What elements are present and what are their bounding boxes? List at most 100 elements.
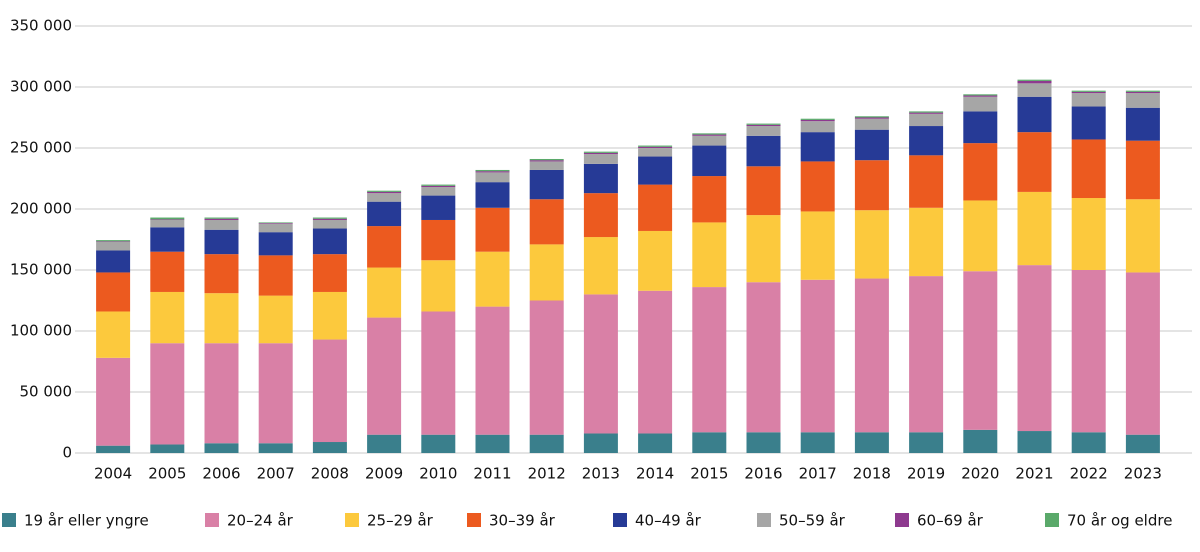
bar-segment bbox=[692, 287, 727, 433]
bar-segment bbox=[1017, 191, 1052, 266]
bar-segment bbox=[96, 250, 131, 273]
bar-segment bbox=[421, 195, 456, 220]
bar-segment bbox=[258, 222, 293, 224]
bar-segment bbox=[475, 207, 510, 252]
bar-segment bbox=[204, 254, 239, 294]
bar-segment bbox=[367, 317, 402, 435]
bar-segment bbox=[746, 123, 781, 125]
bar-segment bbox=[1125, 93, 1160, 108]
bar-segment bbox=[583, 237, 618, 295]
bar-segment bbox=[963, 111, 998, 144]
bar-segment bbox=[367, 226, 402, 268]
bar-segment bbox=[746, 135, 781, 167]
bar-segment bbox=[1125, 140, 1160, 200]
y-tick-label: 150 000 bbox=[10, 261, 72, 279]
bar-segment bbox=[854, 118, 889, 130]
bar-segment bbox=[692, 135, 727, 146]
bar-segment bbox=[746, 126, 781, 136]
bar-segment bbox=[692, 134, 727, 136]
bar-segment bbox=[204, 218, 239, 220]
bar-segment bbox=[204, 219, 239, 230]
bar-segment bbox=[854, 116, 889, 118]
bar-segment bbox=[638, 148, 673, 157]
bar-segment bbox=[258, 223, 293, 233]
bar-segment bbox=[854, 117, 889, 119]
bar-segment bbox=[692, 176, 727, 223]
bar-segment bbox=[800, 132, 835, 162]
bar-segment bbox=[800, 211, 835, 280]
x-tick-label: 2016 bbox=[744, 465, 782, 483]
y-tick-label: 350 000 bbox=[10, 17, 72, 35]
bar-segment bbox=[475, 434, 510, 453]
bar-segment bbox=[1125, 199, 1160, 273]
y-tick-label: 300 000 bbox=[10, 78, 72, 96]
bar-segment bbox=[150, 219, 185, 228]
bar-segment bbox=[96, 241, 131, 251]
x-tick-label: 2014 bbox=[636, 465, 674, 483]
bar-segment bbox=[1017, 132, 1052, 192]
bar-segment bbox=[96, 241, 131, 242]
bar-segment bbox=[638, 145, 673, 147]
bar-segment bbox=[583, 294, 618, 434]
bar-segment bbox=[854, 432, 889, 453]
bar-segment bbox=[96, 445, 131, 453]
bar-segment bbox=[475, 169, 510, 172]
bar-segment bbox=[367, 193, 402, 202]
bar-segment bbox=[312, 254, 347, 292]
bar-segment bbox=[909, 155, 944, 208]
legend-label: 25–29 år bbox=[367, 512, 434, 530]
x-tick-label: 2018 bbox=[853, 465, 891, 483]
legend-label: 70 år og eldre bbox=[1067, 512, 1172, 530]
bar-segment bbox=[150, 219, 185, 220]
bar-segment bbox=[583, 154, 618, 164]
bar-segment bbox=[150, 343, 185, 445]
bar-segment bbox=[312, 442, 347, 453]
bar-segment bbox=[475, 182, 510, 208]
x-tick-label: 2010 bbox=[419, 465, 457, 483]
bar-segment bbox=[638, 156, 673, 185]
bar-segment bbox=[421, 184, 456, 186]
bar-segment bbox=[150, 227, 185, 252]
legend-swatch bbox=[467, 513, 481, 527]
bar-segment bbox=[312, 217, 347, 219]
x-tick-label: 2011 bbox=[473, 465, 511, 483]
bar-segment bbox=[1071, 198, 1106, 270]
bar-segment bbox=[258, 295, 293, 344]
legend-swatch bbox=[1045, 513, 1059, 527]
x-tick-label: 2006 bbox=[202, 465, 240, 483]
bar-segment bbox=[475, 306, 510, 435]
x-tick-label: 2012 bbox=[528, 465, 566, 483]
bar-segment bbox=[204, 443, 239, 453]
bar-segment bbox=[1017, 96, 1052, 133]
x-tick-label: 2022 bbox=[1070, 465, 1108, 483]
bar-segment bbox=[258, 255, 293, 296]
bar-segment bbox=[150, 251, 185, 292]
bar-segment bbox=[800, 118, 835, 120]
bar-segment bbox=[529, 160, 564, 162]
bar-segment bbox=[367, 267, 402, 318]
bar-segment bbox=[746, 166, 781, 216]
x-tick-label: 2019 bbox=[907, 465, 945, 483]
bar-segment bbox=[258, 343, 293, 444]
bar-segment bbox=[854, 160, 889, 211]
bar-segment bbox=[421, 187, 456, 196]
bar-segment bbox=[529, 300, 564, 435]
bar-segment bbox=[746, 124, 781, 127]
y-tick-label: 200 000 bbox=[10, 200, 72, 218]
bar-segment bbox=[312, 228, 347, 255]
y-tick-label: 100 000 bbox=[10, 322, 72, 340]
bar-segment bbox=[854, 278, 889, 433]
bar-segment bbox=[204, 229, 239, 255]
y-tick-label: 0 bbox=[62, 444, 72, 462]
bar-segment bbox=[1071, 93, 1106, 107]
bar-segment bbox=[150, 291, 185, 344]
legend-swatch bbox=[895, 513, 909, 527]
x-tick-label: 2004 bbox=[94, 465, 132, 483]
bar-segment bbox=[475, 171, 510, 173]
bar-segment bbox=[367, 190, 402, 192]
bar-segment bbox=[583, 151, 618, 153]
bar-segment bbox=[529, 244, 564, 301]
legend-label: 19 år eller yngre bbox=[24, 512, 149, 530]
bar-segment bbox=[529, 158, 564, 161]
bar-segment bbox=[692, 432, 727, 453]
